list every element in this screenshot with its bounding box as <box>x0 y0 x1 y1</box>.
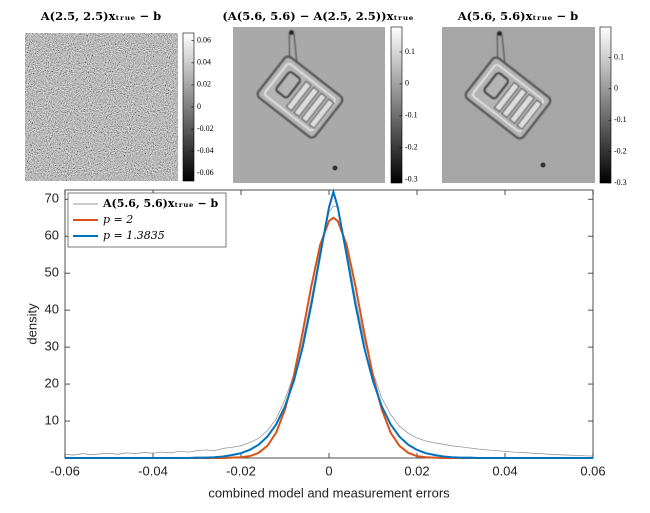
panel-title: A(2.5, 2.5)xₜᵣᵤₑ − b <box>40 9 161 23</box>
x-tick-label: -0.02 <box>226 463 256 478</box>
y-tick-label: 70 <box>45 191 59 206</box>
y-tick-label: 40 <box>45 302 59 317</box>
colorbar-tick-label: -0.3 <box>405 175 418 184</box>
x-tick-label: -0.06 <box>50 463 80 478</box>
colorbar-tick-label: -0.02 <box>197 124 214 133</box>
difference-image <box>233 27 385 183</box>
colorbar-tick-label: 0.1 <box>614 52 624 61</box>
colorbar-tick-label: 0 <box>197 102 201 111</box>
noise-image <box>25 33 178 181</box>
colorbar-tick-label: 0.04 <box>197 58 211 67</box>
colorbar-tick-label: -0.1 <box>614 115 627 124</box>
colorbar-tick-label: 0 <box>405 79 409 88</box>
panel-title: A(5.6, 5.6)xₜᵣᵤₑ − b <box>457 9 578 23</box>
residual-image <box>442 27 595 183</box>
x-tick-label: 0 <box>325 463 332 478</box>
y-tick-label: 60 <box>45 228 59 243</box>
colorbar <box>599 26 612 184</box>
series-line <box>64 205 594 457</box>
colorbar <box>390 26 403 184</box>
x-tick-label: 0.06 <box>580 463 605 478</box>
colorbar-tick-label: -0.2 <box>614 146 627 155</box>
colorbar-tick-label: -0.1 <box>405 111 418 120</box>
x-tick-label: 0.04 <box>492 463 517 478</box>
x-tick-label: 0.02 <box>404 463 429 478</box>
colorbar-tick-label: 0.1 <box>405 47 415 56</box>
y-axis-label: density <box>24 303 39 345</box>
colorbar-tick-label: 0.02 <box>197 80 211 89</box>
y-tick-label: 20 <box>45 376 59 391</box>
colorbar-tick-label: 0.06 <box>197 36 211 45</box>
colorbar-tick-label: -0.06 <box>197 168 214 177</box>
x-tick-label: -0.04 <box>138 463 168 478</box>
series-line <box>65 216 593 459</box>
y-tick-label: 50 <box>45 265 59 280</box>
y-tick-label: 30 <box>45 339 59 354</box>
panel-title: (A(5.6, 5.6) − A(2.5, 2.5))xₜᵣᵤₑ <box>222 9 413 23</box>
legend-label: p = 1.3835 <box>103 229 165 242</box>
colorbar-tick-label: 0 <box>614 84 618 93</box>
colorbar-tick-label: -0.04 <box>197 146 214 155</box>
colorbar-tick-label: -0.3 <box>614 178 627 187</box>
x-axis-label: combined model and measurement errors <box>208 485 450 500</box>
series-line <box>65 188 593 459</box>
y-tick-label: 10 <box>45 412 59 427</box>
legend-label: A(5.6, 5.6)xₜᵣᵤₑ − b <box>102 197 219 210</box>
legend-label: p = 2 <box>103 213 133 226</box>
colorbar-tick-label: -0.2 <box>405 143 418 152</box>
